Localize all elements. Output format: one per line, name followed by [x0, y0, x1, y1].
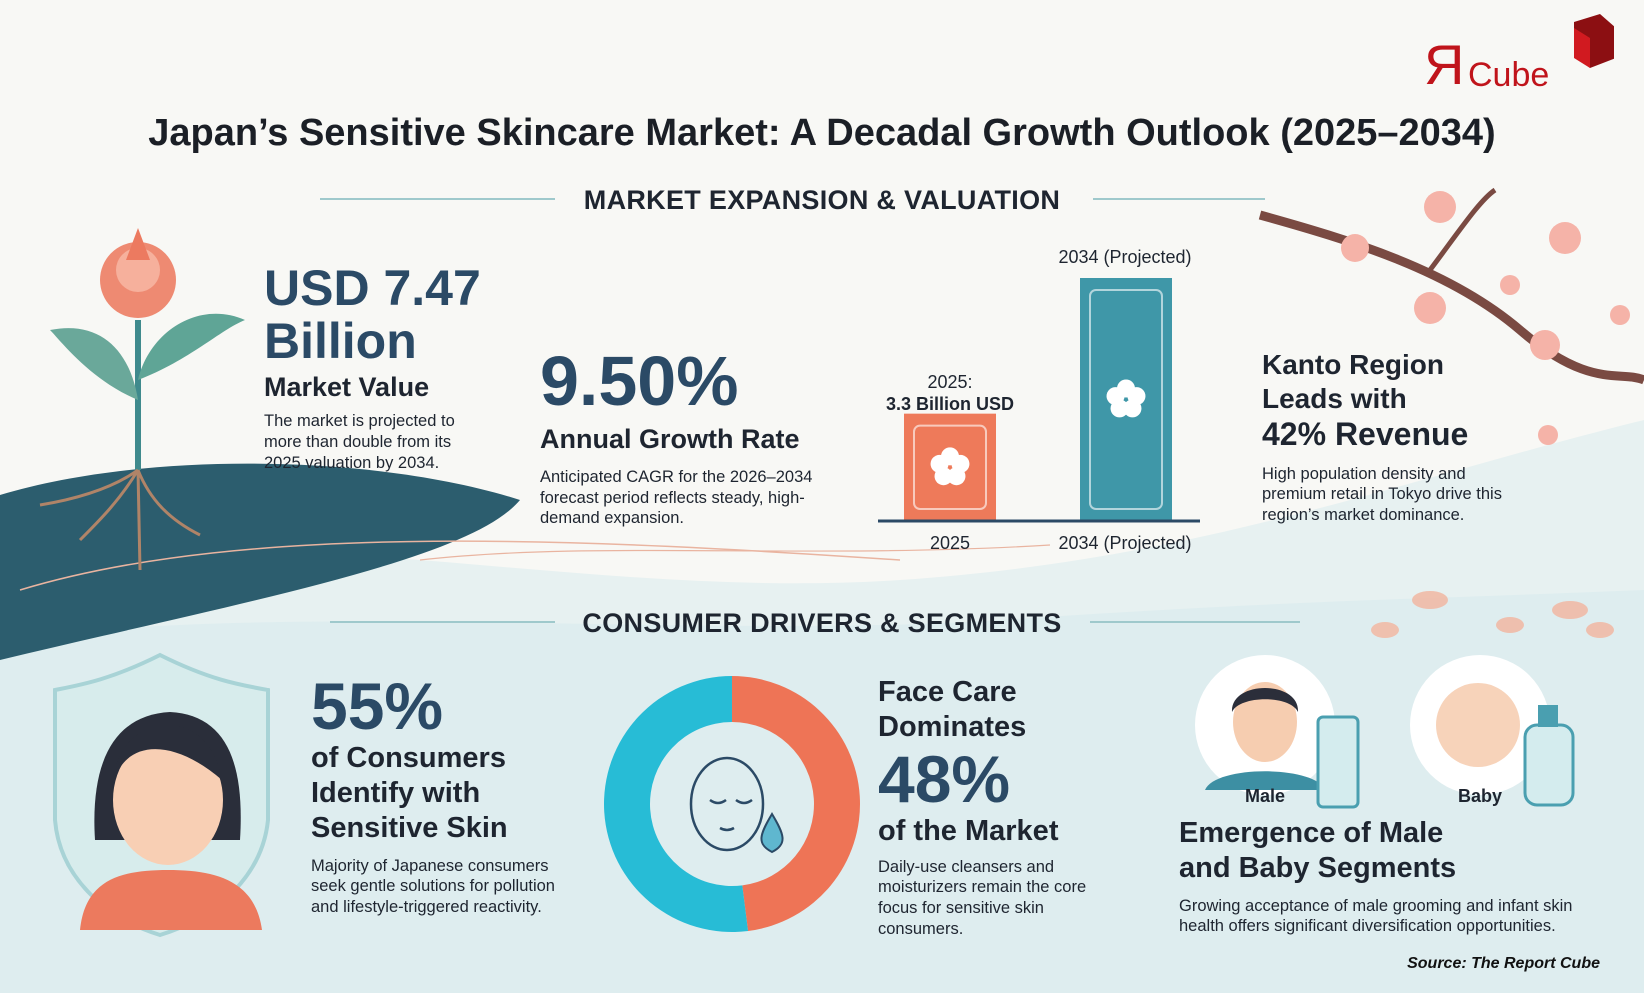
male-label: Male	[1244, 786, 1286, 806]
bar-label-2025-value: 3.3 Billion USD	[885, 394, 1015, 414]
x-tick-2034: 2034 (Projected)	[1058, 533, 1192, 553]
segments-desc: Growing acceptance of male grooming and …	[1179, 896, 1573, 936]
kanto-heading-2: Leads with	[1262, 382, 1407, 414]
report-cube-logo: Я Cube	[1424, 14, 1616, 96]
kanto-heading-1: Kanto Region	[1262, 349, 1444, 380]
donut-slice-face-care	[732, 676, 861, 931]
sakura-icon	[1106, 379, 1146, 418]
growth-value: 9.50%	[540, 342, 739, 420]
face-care-donut-chart	[604, 676, 861, 932]
male-icon	[1195, 655, 1360, 809]
cherry-blossom-branch-icon	[1258, 187, 1644, 445]
teal-hill	[0, 463, 520, 660]
face-care-block: Face Care Dominates 48% of the Market Da…	[878, 675, 1108, 939]
face-desc: Daily-use cleansers and moisturizers rem…	[878, 857, 1087, 938]
sensitive-value: 55%	[311, 669, 444, 743]
kanto-block: Kanto Region Leads with 42% Revenue High…	[1262, 348, 1532, 525]
sensitive-line-1: of Consumers	[311, 742, 506, 775]
face-value: 48%	[878, 741, 1011, 816]
logo-r-glyph: Я	[1424, 33, 1464, 94]
x-tick-2025: 2025	[929, 533, 971, 553]
market-value-desc: The market is projected to more than dou…	[264, 412, 455, 472]
svg-text:Cube: Cube	[1468, 56, 1549, 94]
face-droplet-icon	[689, 756, 765, 852]
sensitive-line-2: Identify with	[311, 777, 481, 810]
kanto-desc: High population density and premium reta…	[1262, 464, 1502, 524]
face-line-3: of the Market	[878, 814, 1059, 847]
sakura-icon	[930, 447, 970, 486]
bar-2034	[1080, 278, 1172, 521]
face-line-2: Dominates	[878, 710, 1027, 743]
market-value-block: USD 7.47 Billion Market Value The market…	[264, 262, 484, 473]
flower-plant-icon	[39, 228, 245, 571]
market-size-bar-chart	[878, 278, 1200, 523]
woman-shield-icon	[53, 652, 270, 938]
bar-label-2034: 2034 (Projected)	[1058, 247, 1192, 267]
bar-frame	[1089, 289, 1163, 510]
growth-block: 9.50% Annual Growth Rate Anticipated CAG…	[540, 342, 840, 529]
skin-cells-icon	[1371, 591, 1614, 638]
donut-slice-other	[604, 676, 749, 932]
baby-label: Baby	[1457, 786, 1502, 806]
baby-icon	[1410, 655, 1575, 807]
market-value-label: Market Value	[264, 372, 430, 402]
section-heading-consumer: CONSUMER DRIVERS & SEGMENTS	[582, 608, 1062, 638]
source-note: Source: The Report Cube	[1407, 955, 1600, 972]
bar-label-2025-year: 2025:	[927, 372, 973, 392]
segments-block: Emergence of Male and Baby Segments Grow…	[1179, 816, 1599, 937]
face-line-1: Face Care	[878, 676, 1017, 708]
bar-frame	[913, 424, 987, 510]
page-title: Japan’s Sensitive Skincare Market: A Dec…	[148, 112, 1496, 154]
market-value-unit: Billion	[264, 312, 417, 369]
kanto-heading-3: 42% Revenue	[1262, 416, 1469, 453]
sensitive-line-3: Sensitive Skin	[311, 811, 508, 844]
section-heading-market: MARKET EXPANSION & VALUATION	[583, 185, 1061, 215]
sensitive-desc: Majority of Japanese consumers seek gent…	[311, 856, 555, 916]
growth-desc: Anticipated CAGR for the 2026–2034 forec…	[540, 467, 813, 528]
bar-2025	[904, 413, 996, 521]
market-value-amount: USD 7.47	[264, 260, 481, 316]
segments-heading-1: Emergence of Male	[1179, 817, 1444, 849]
growth-label: Annual Growth Rate	[540, 423, 800, 454]
sensitive-skin-block: 55% of Consumers Identify with Sensitive…	[311, 669, 581, 918]
segments-heading-2: and Baby Segments	[1179, 851, 1457, 884]
